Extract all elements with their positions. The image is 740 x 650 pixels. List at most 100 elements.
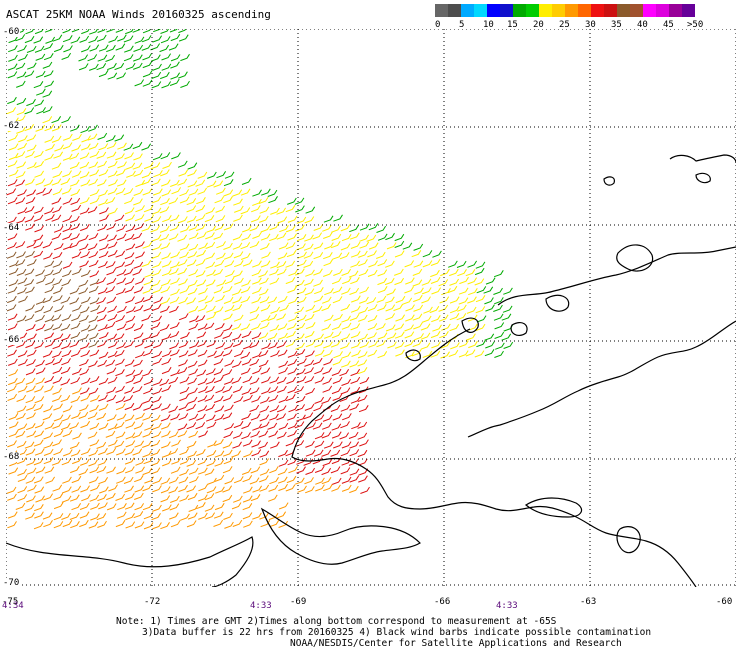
coastline-island-5 (669, 154, 736, 164)
wind-barb (189, 315, 199, 323)
wind-barb (132, 232, 143, 240)
wind-barb (484, 349, 495, 357)
wind-barb (15, 197, 26, 205)
wind-barb (8, 134, 19, 142)
wind-barb (150, 467, 161, 475)
wind-barb (359, 223, 370, 231)
wind-barb (123, 143, 134, 151)
wind-barb (350, 368, 361, 377)
wind-barb (258, 441, 269, 449)
wind-barb (135, 351, 145, 359)
wind-barb (26, 144, 37, 152)
wind-barb (16, 412, 26, 420)
wind-barb (339, 369, 350, 377)
wind-barb (54, 144, 64, 152)
wind-barb (80, 394, 91, 402)
wind-barb (233, 198, 243, 206)
wind-barb (143, 387, 153, 395)
wind-barb (322, 414, 333, 422)
wind-barb (188, 305, 199, 314)
wind-barb (204, 322, 215, 330)
wind-barb (296, 466, 306, 474)
wind-barb (206, 269, 216, 277)
wind-barb (80, 223, 90, 232)
wind-barb (45, 36, 56, 44)
wind-barb (115, 315, 126, 323)
wind-barb (44, 260, 55, 268)
wind-barb (250, 494, 261, 502)
wind-barb (33, 458, 44, 466)
wind-barb (34, 305, 45, 313)
wind-barb (88, 521, 99, 529)
wind-barb (133, 511, 144, 519)
wind-barb (249, 404, 260, 412)
wind-barb (33, 439, 44, 447)
wind-barb (36, 107, 46, 115)
wind-barb (475, 295, 486, 303)
wind-barb (52, 342, 63, 350)
wind-barb (15, 34, 26, 42)
wind-barb (143, 522, 154, 530)
wind-barb (169, 331, 180, 339)
wind-barb (52, 376, 63, 384)
wind-barb (62, 261, 73, 269)
wind-barb (450, 342, 460, 350)
wind-barb (385, 304, 396, 312)
wind-barb (170, 54, 181, 62)
wind-barb (108, 484, 118, 492)
wind-barb (385, 232, 395, 241)
wind-barb (242, 259, 253, 267)
wind-barb (7, 493, 17, 501)
wind-barb (394, 277, 405, 286)
wind-barb (304, 359, 315, 367)
wind-barb (53, 225, 64, 233)
wind-barb (80, 324, 91, 332)
wind-barb (8, 377, 18, 386)
wind-barb (89, 197, 100, 205)
wind-barb (133, 62, 143, 70)
legend-swatch (656, 4, 670, 17)
wind-barb (71, 475, 82, 484)
wind-barb (107, 241, 118, 249)
wind-barb (312, 305, 323, 313)
wind-barb (188, 188, 199, 196)
wind-barb (98, 189, 108, 197)
wind-barb (169, 268, 179, 276)
wind-barb (81, 143, 91, 151)
wind-barb (342, 277, 352, 285)
wind-barb (367, 315, 378, 323)
wind-barb (42, 106, 53, 114)
wind-barb (223, 189, 234, 197)
wind-barb (402, 242, 413, 250)
wind-barb (170, 288, 180, 296)
wind-barb (276, 413, 287, 421)
wind-barb (215, 295, 225, 303)
wind-barb (249, 341, 260, 349)
wind-barb (305, 440, 315, 448)
wind-barb (106, 44, 116, 53)
wind-barb (125, 162, 136, 170)
wind-barb (233, 495, 243, 503)
wind-barb (198, 467, 208, 475)
wind-barb (350, 323, 361, 331)
wind-barb (358, 269, 369, 277)
wind-barb (259, 405, 270, 413)
wind-barb (153, 188, 163, 196)
wind-barb (312, 422, 323, 430)
wind-barb (124, 359, 135, 367)
wind-barb (142, 29, 152, 34)
wind-barb (243, 450, 253, 458)
wind-barb (124, 402, 135, 411)
wind-barb (132, 386, 143, 394)
wind-barb (188, 223, 199, 231)
wind-barb (106, 367, 117, 375)
wind-barb (368, 260, 378, 268)
wind-barb (97, 224, 108, 232)
wind-barb (177, 178, 188, 186)
wind-barb (259, 450, 270, 458)
wind-barb (168, 197, 179, 205)
wind-barb (152, 315, 163, 323)
wind-barb (458, 350, 469, 358)
wind-barb (268, 394, 279, 402)
wind-barb (90, 513, 100, 521)
